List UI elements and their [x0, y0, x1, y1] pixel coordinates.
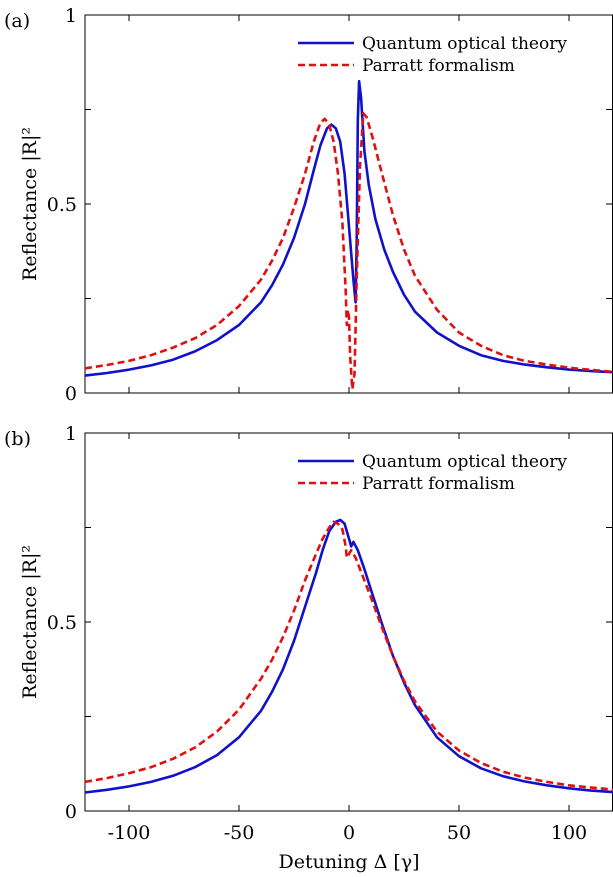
y-axis-label: Reflectance |R|²: [19, 127, 41, 281]
legend-label-1: Quantum optical theory: [362, 452, 567, 472]
y-axis-label: Reflectance |R|²: [19, 545, 41, 699]
panel-label: (b): [4, 428, 31, 450]
series-line-2: [84, 520, 613, 791]
y-tick-label: 0: [65, 801, 77, 823]
x-tick-label: 0: [343, 822, 355, 844]
x-tick-label: -50: [224, 822, 255, 844]
legend-label-2: Parratt formalism: [362, 474, 515, 494]
x-tick-label: 100: [551, 822, 587, 844]
series-line-1: [84, 518, 613, 794]
y-tick-label: 0: [65, 383, 77, 405]
y-tick-label: 0.5: [47, 612, 77, 634]
series-line-2: [84, 112, 613, 391]
legend-label-2: Parratt formalism: [362, 56, 515, 76]
plot-frame: [84, 432, 613, 812]
x-axis-label: Detuning Δ [γ]: [278, 851, 419, 873]
x-tick-label: -100: [108, 822, 151, 844]
chart-panel-1: 0 0.5 1 Reflectance |R|² (a) Quantum optical …: [4, 5, 613, 405]
series-line-1: [84, 79, 613, 377]
x-tick-label: 50: [447, 822, 471, 844]
y-tick-label: 1: [65, 5, 77, 27]
y-tick-label: 1: [65, 423, 77, 445]
chart-panel-2: -100 -50 0 50 100 0 0.5 1 Reflectance |R|² (b) Qua…: [4, 423, 613, 873]
y-tick-label: 0.5: [47, 194, 77, 216]
panel-label: (a): [4, 10, 30, 32]
legend-label-1: Quantum optical theory: [362, 34, 567, 54]
